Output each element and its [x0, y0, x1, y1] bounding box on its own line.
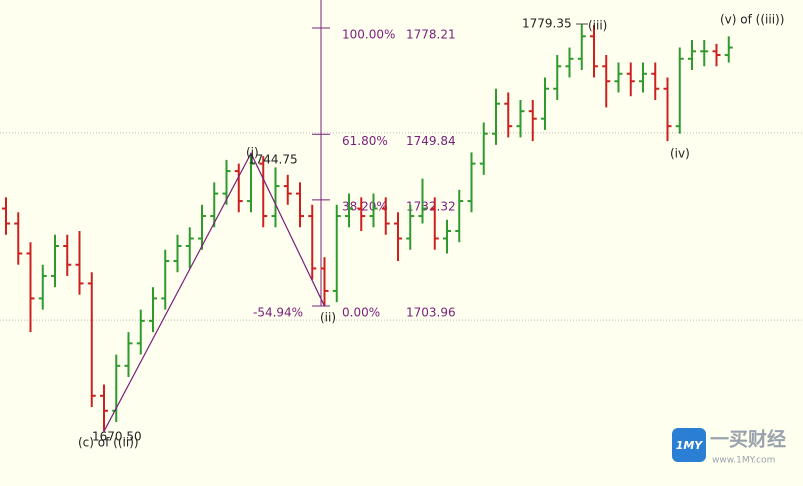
wave-line — [103, 151, 326, 432]
wave-label: 1744.75 — [248, 153, 298, 167]
fib-price: 1749.84 — [406, 134, 456, 148]
wave-label: (v) of ((iii)) — [720, 13, 784, 27]
fib-pct: 0.00% — [342, 306, 380, 320]
fib-pct: 38.20% — [342, 199, 388, 213]
retrace-label: -54.94% — [253, 306, 303, 320]
logo-badge — [672, 428, 706, 462]
wave-label: (iv) — [670, 147, 690, 161]
logo-mark: 1MY — [676, 439, 704, 452]
wave-label: 1779.35 — [522, 17, 572, 31]
fib-price: 1703.96 — [406, 306, 456, 320]
wave-label: (iii) — [588, 19, 607, 33]
wave-label: (ii) — [320, 311, 336, 325]
wave-label: (c) of ((ii)) — [78, 436, 139, 450]
fib-pct: 100.00% — [342, 28, 395, 42]
wave-label: (i) — [246, 146, 259, 160]
fib-price: 1778.21 — [406, 28, 456, 42]
logo: 1MY 一买财经 www.1MY.com — [672, 428, 786, 466]
logo-name: 一买财经 — [710, 428, 786, 451]
fib-price: 1732.32 — [406, 199, 456, 213]
fib-pct: 61.80% — [342, 134, 388, 148]
wave-label: 1670.50 — [92, 430, 142, 444]
logo-url: www.1MY.com — [712, 456, 775, 466]
